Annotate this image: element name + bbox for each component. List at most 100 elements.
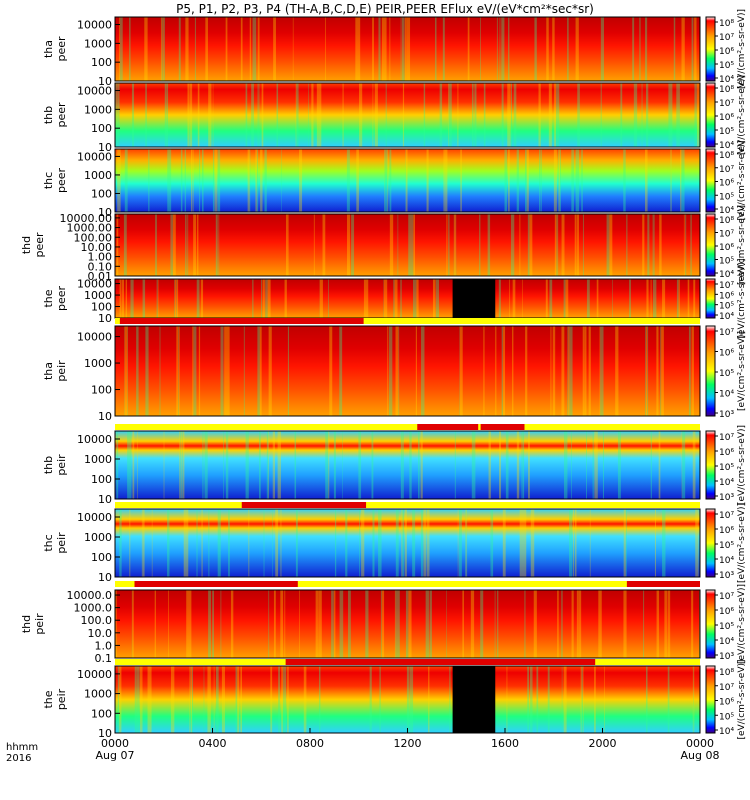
texture-streak [527,666,529,733]
texture-streak [374,83,378,147]
texture-streak [358,431,362,499]
colorbar-unit-label: [eV/(cm²-s-sr-eV)] [737,659,747,739]
texture-streak [398,326,400,416]
texture-streak [691,17,694,81]
texture-streak [533,590,537,658]
texture-streak [388,326,393,416]
texture-streak [325,431,329,499]
texture-streak [210,590,212,658]
colorbar-tick-label: 10⁶ [719,448,734,458]
texture-streak [405,17,407,81]
texture-streak [172,214,176,276]
texture-streak [176,326,178,416]
mode-bar-background [115,424,700,430]
texture-streak [596,279,599,318]
colorbar-tick-label: 10⁸ [719,19,734,29]
colorbar [705,148,716,213]
spectrogram-image [115,214,700,276]
texture-streak [682,431,686,499]
texture-streak [179,431,182,499]
texture-streak [586,431,587,499]
texture-streak [252,17,256,81]
colorbar-tick-label: 10⁴ [719,478,734,488]
texture-streak [266,279,269,318]
texture-streak [328,279,329,318]
texture-streak [182,431,185,499]
texture-streak [299,590,300,658]
panel-label-instrument: peer [55,168,68,194]
texture-streak [623,509,627,577]
texture-streak [339,326,343,416]
texture-streak [507,83,511,147]
texture-streak [561,214,564,276]
colorbar-tick-label: 10⁷ [719,328,734,338]
texture-streak [448,214,450,276]
texture-streak [405,590,409,658]
texture-streak [563,279,566,318]
texture-streak [435,17,437,81]
texture-streak [178,326,180,416]
texture-streak [506,666,508,733]
y-tick-label: 0.01 [88,270,113,283]
panel-label-probe: tha [42,362,55,380]
x-tick-label: 1200 [394,737,422,750]
texture-streak [488,431,491,499]
texture-streak [334,590,336,658]
texture-streak [554,214,559,276]
texture-streak [501,326,505,416]
texture-streak [196,279,200,318]
y-tick-label: 10000 [77,668,112,681]
panel-label-instrument: peir [33,613,46,635]
texture-streak [632,17,635,81]
texture-streak [378,17,381,81]
texture-streak [692,431,696,499]
texture-streak [184,149,186,212]
texture-streak [130,279,132,318]
texture-streak [162,17,164,81]
texture-streak [499,17,501,81]
texture-streak [246,431,249,499]
texture-streak [230,590,234,658]
texture-streak [333,431,336,499]
y-tick-label: 10.0 [88,627,113,640]
texture-streak [200,279,204,318]
texture-streak [692,666,695,733]
texture-streak [280,509,282,577]
texture-streak [401,17,405,81]
texture-streak [561,326,564,416]
texture-streak [646,326,648,416]
texture-streak [439,83,443,147]
texture-streak [358,17,361,81]
colorbar [705,213,716,277]
texture-streak [273,590,276,658]
texture-streak [513,83,517,147]
colorbar [705,430,716,500]
mode-bar-segment [134,581,298,587]
texture-streak [348,590,351,658]
texture-streak [115,590,117,658]
mode-bar-background [115,581,700,587]
texture-streak [572,590,574,658]
texture-streak [647,214,650,276]
y-ticks: 10 100 1000 10000 [77,331,120,423]
spectrogram-texture [119,17,697,81]
x-tick-label: 0000 [101,737,129,750]
panel-label-probe: thc [42,172,55,189]
texture-streak [654,509,656,577]
texture-streak [395,326,399,416]
texture-streak [369,666,372,733]
y-tick-label: 10000 [77,511,112,524]
texture-streak [125,279,127,318]
texture-streak [171,214,174,276]
texture-streak [459,326,461,416]
texture-streak [208,83,212,147]
texture-streak [646,279,649,318]
texture-streak [574,509,577,577]
texture-streak [402,83,405,147]
texture-streak [124,326,128,416]
y-tick-label: 1000.0 [74,602,113,615]
spectrogram-image [115,509,700,577]
texture-streak [584,326,587,416]
texture-streak [202,431,204,499]
